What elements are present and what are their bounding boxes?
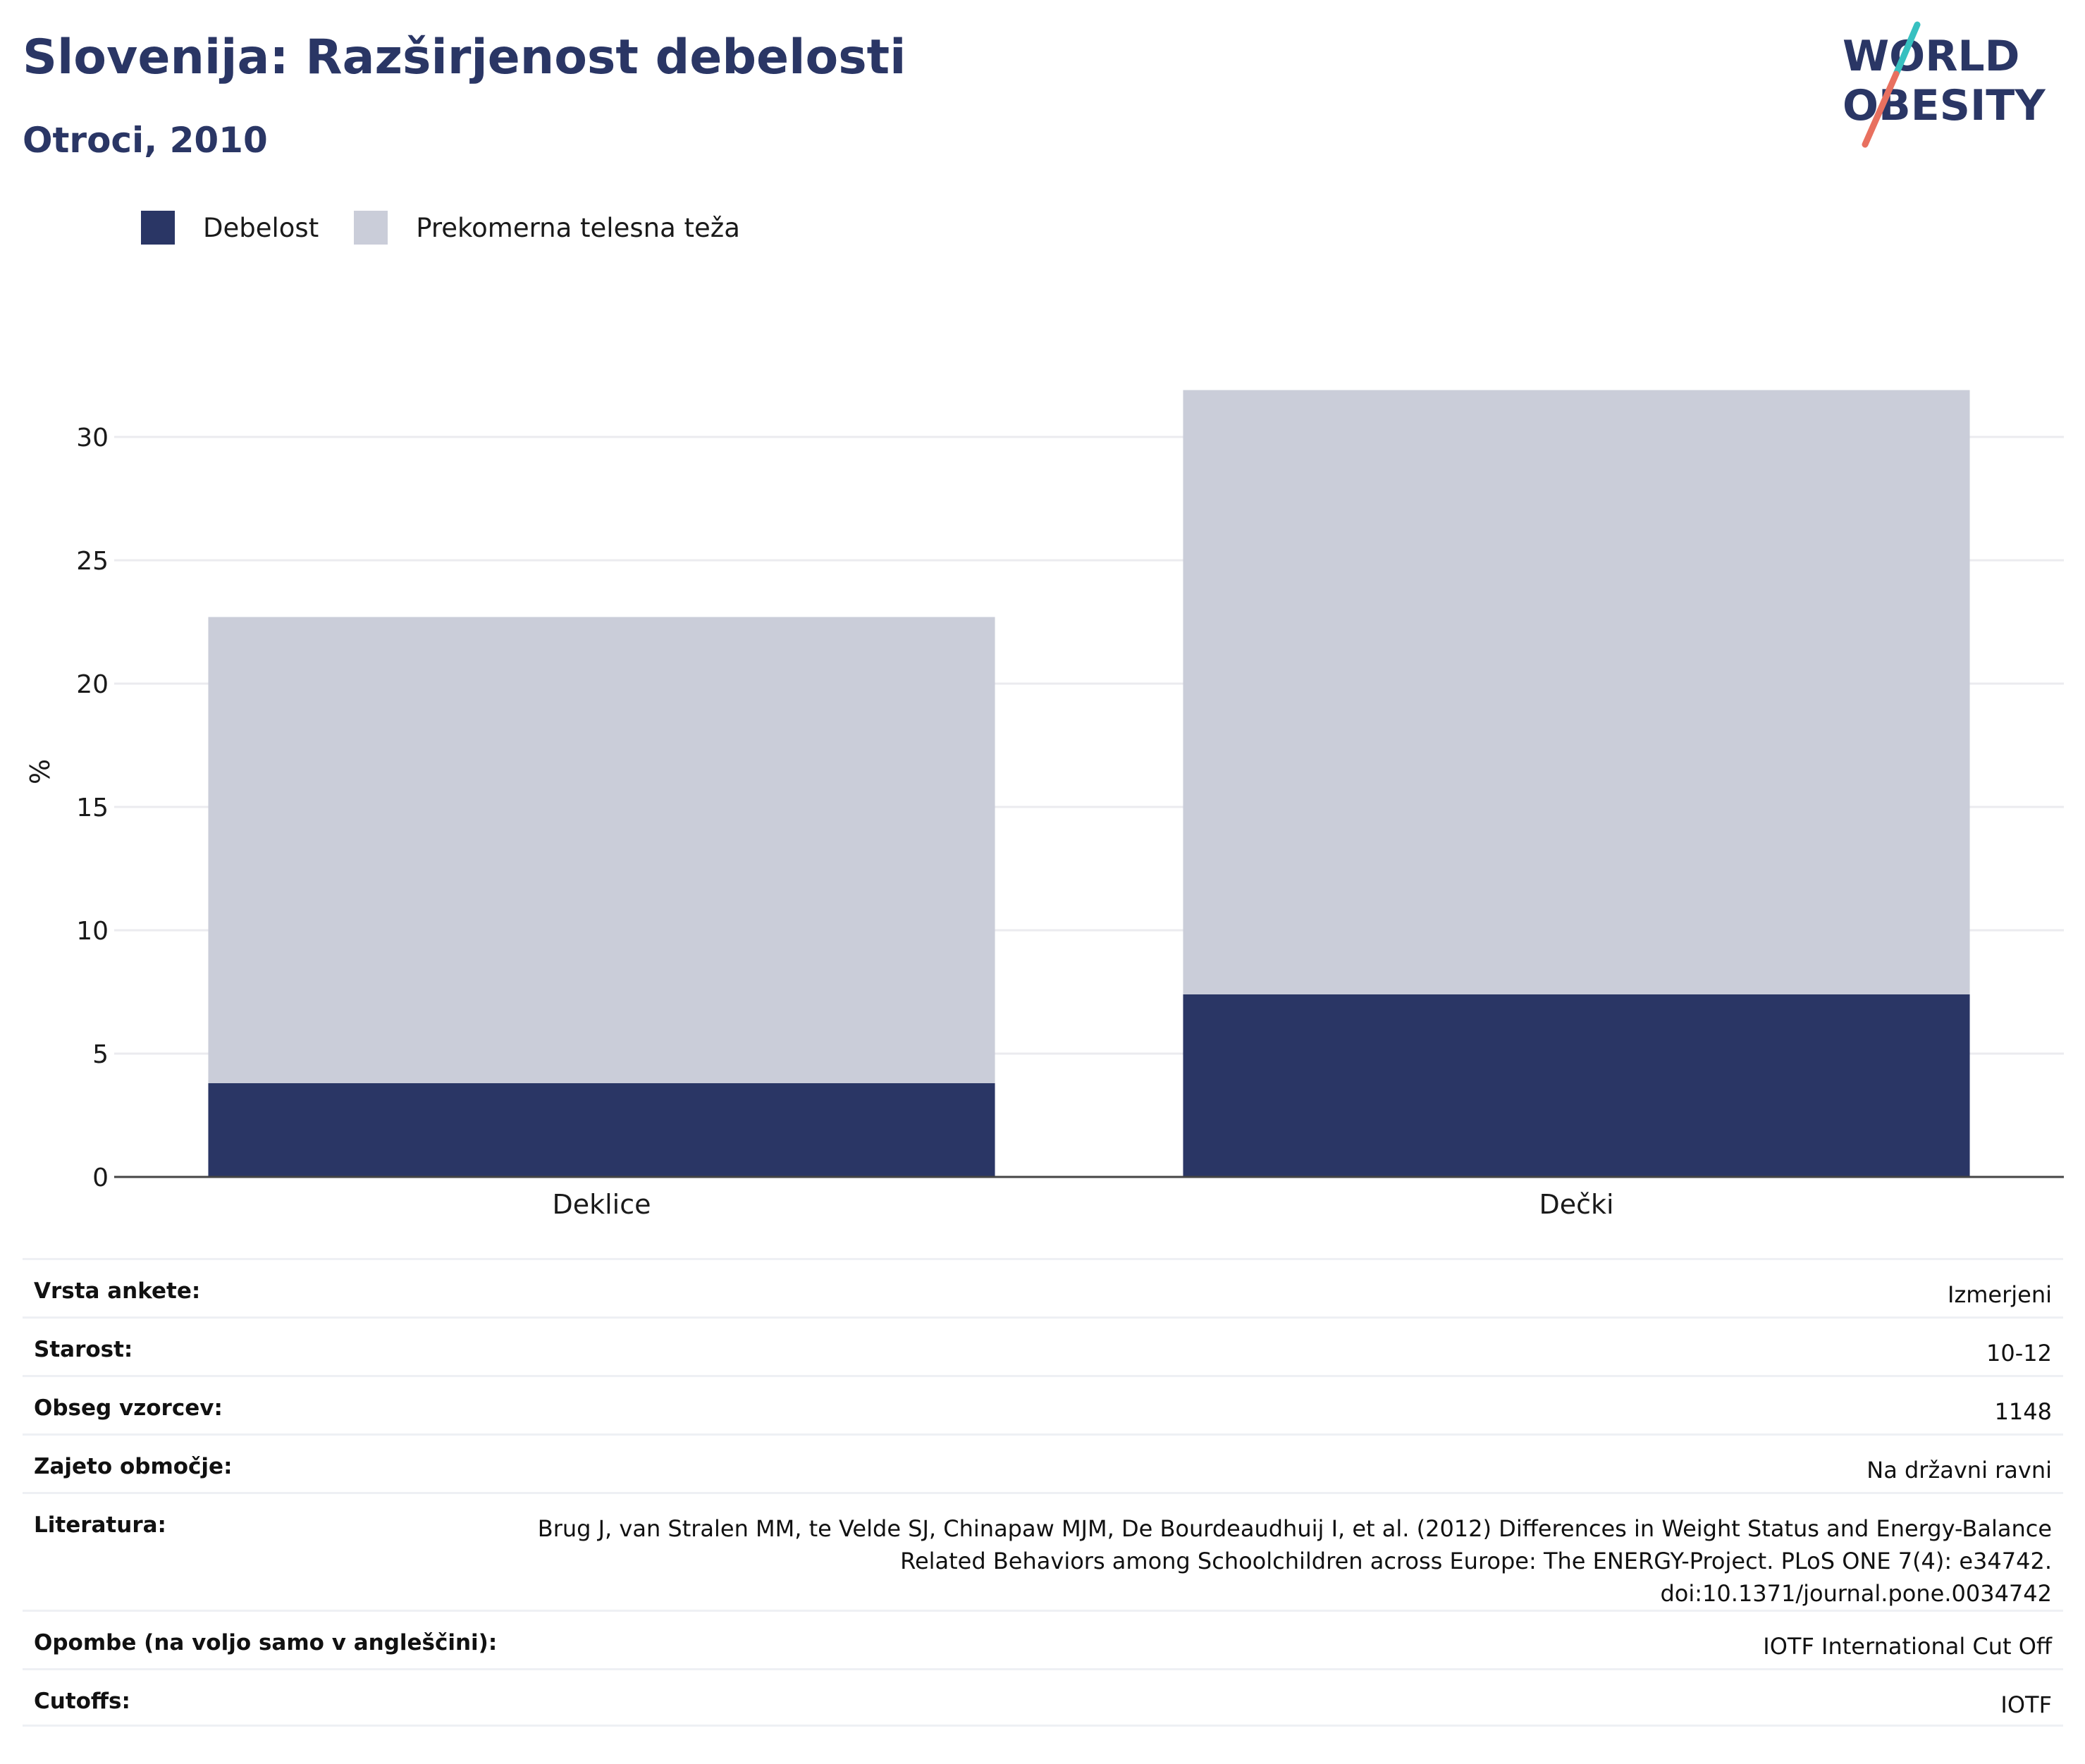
logo-line1: WORLD bbox=[1843, 32, 2019, 81]
bar-prekomerna-1[interactable] bbox=[208, 617, 995, 1084]
meta-value: IOTF International Cut Off bbox=[1763, 1633, 2052, 1660]
meta-value: Brug J, van Stralen MM, te Velde SJ, Chi… bbox=[537, 1515, 2052, 1607]
legend-label-debelost: Debelost bbox=[203, 212, 319, 243]
meta-row: Opombe (na voljo samo v angleščini): IOTF… bbox=[23, 1610, 2063, 1668]
meta-key: Cutoffs: bbox=[34, 1689, 130, 1714]
meta-row: Obseg vzorcev: 1148 bbox=[23, 1375, 2063, 1433]
world-obesity-logo: WORLD OBESITY bbox=[1843, 21, 2046, 148]
legend-swatch-debelost bbox=[141, 211, 175, 245]
legend-item-debelost[interactable]: Debelost bbox=[141, 211, 319, 245]
x-tick-label: Deklice bbox=[552, 1189, 651, 1220]
legend-item-prekomerna[interactable]: Prekomerna telesna teža bbox=[354, 211, 740, 245]
meta-value: 1148 bbox=[1994, 1398, 2052, 1425]
x-tick-label: Dečki bbox=[1539, 1189, 1613, 1220]
meta-key: Zajeto območje: bbox=[34, 1454, 233, 1479]
y-tick-label: 20 bbox=[76, 670, 109, 699]
meta-key: Obseg vzorcev: bbox=[34, 1395, 223, 1421]
bar-debelost-2[interactable] bbox=[1183, 994, 1970, 1177]
y-tick-label: 25 bbox=[76, 547, 109, 576]
meta-value: IOTF bbox=[2000, 1691, 2052, 1718]
legend-label-prekomerna: Prekomerna telesna teža bbox=[416, 212, 740, 243]
y-tick-label: 0 bbox=[92, 1164, 109, 1192]
y-tick-label: 15 bbox=[76, 794, 109, 822]
logo-accent-teal bbox=[1893, 21, 1921, 78]
logo-accent-coral bbox=[1862, 70, 1900, 148]
y-tick-label: 10 bbox=[76, 917, 109, 946]
meta-row: Vrsta ankete: Izmerjeni bbox=[23, 1258, 2063, 1316]
y-tick-label: 30 bbox=[76, 424, 109, 452]
bars bbox=[208, 390, 1970, 1177]
y-axis-label: % bbox=[25, 759, 56, 784]
meta-key: Literatura: bbox=[34, 1512, 166, 1538]
meta-key: Starost: bbox=[34, 1337, 133, 1362]
x-tick-labels: Deklice Dečki bbox=[552, 1189, 1613, 1220]
legend: Debelost Prekomerna telesna teža bbox=[141, 210, 775, 245]
legend-swatch-prekomerna bbox=[354, 211, 388, 245]
meta-value: 10-12 bbox=[1986, 1340, 2052, 1367]
meta-key: Opombe (na voljo samo v angleščini): bbox=[34, 1630, 498, 1655]
meta-row: Zajeto območje: Na državni ravni bbox=[23, 1433, 2063, 1492]
chart-title: Slovenija: Razširjenost debelosti bbox=[23, 30, 906, 85]
metadata-table: Vrsta ankete: Izmerjeni Starost: 10-12 Obseg… bbox=[23, 1258, 2063, 1727]
stacked-bar-chart: 0 5 10 15 20 25 30 Deklice Dečki % bbox=[25, 390, 2064, 1220]
bar-debelost-1[interactable] bbox=[208, 1083, 995, 1177]
chart-subtitle: Otroci, 2010 bbox=[23, 120, 268, 161]
bar-prekomerna-2[interactable] bbox=[1183, 390, 1970, 995]
meta-row: Cutoffs: IOTF bbox=[23, 1668, 2063, 1727]
meta-value: Na državni ravni bbox=[1866, 1457, 2052, 1484]
y-tick-labels: 0 5 10 15 20 25 30 bbox=[76, 424, 109, 1192]
meta-value: Izmerjeni bbox=[1948, 1281, 2052, 1308]
meta-key: Vrsta ankete: bbox=[34, 1278, 201, 1304]
meta-row: Starost: 10-12 bbox=[23, 1316, 2063, 1375]
meta-row: Literatura: Brug J, van Stralen MM, te Ve… bbox=[23, 1492, 2063, 1610]
y-tick-label: 5 bbox=[92, 1040, 109, 1069]
